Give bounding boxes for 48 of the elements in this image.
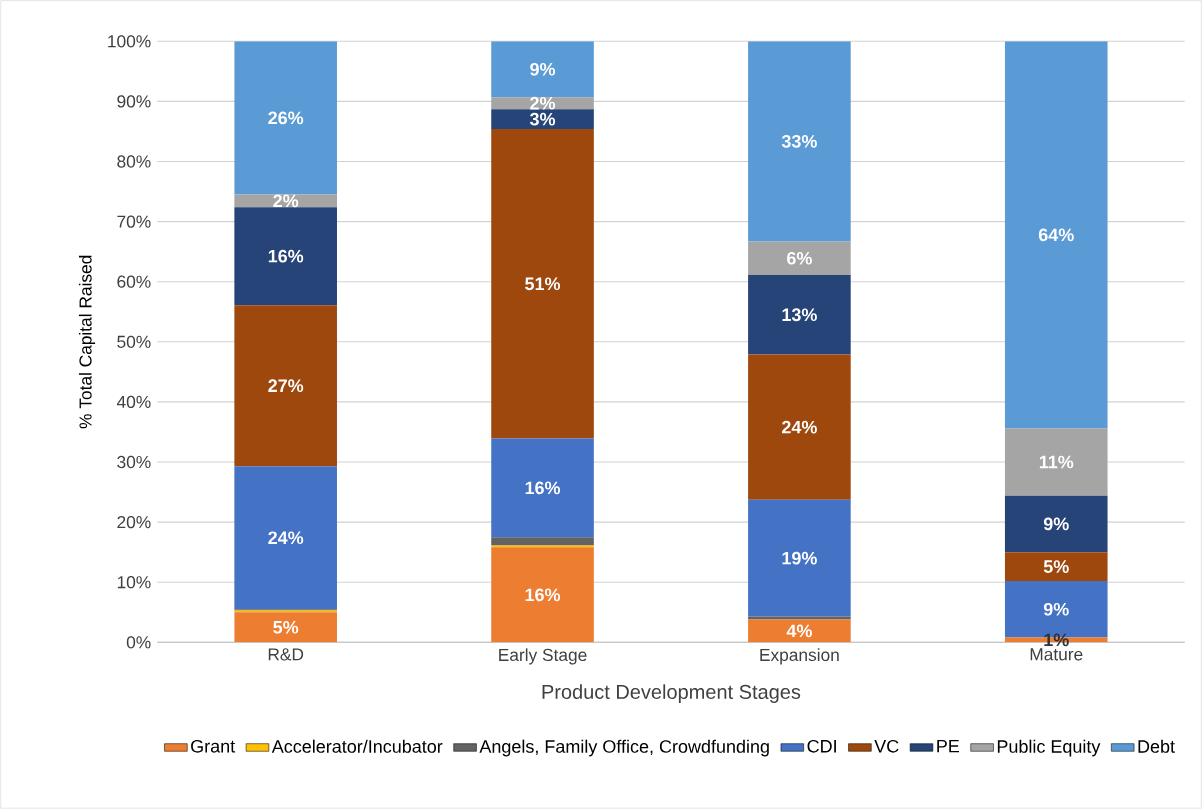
data-label: 9% [1043,602,1069,616]
data-label: 33% [781,135,817,148]
data-label: 26% [268,111,304,125]
y-tick-label: 100% [108,35,151,48]
y-tick-label: 40% [116,395,151,409]
y-tick-label: 20% [117,516,151,529]
data-label: 4% [786,624,812,638]
data-label: 51% [525,277,561,291]
data-label: 16% [525,481,561,495]
legend-label: Angels, Family Office, Crowdfunding [479,739,769,757]
data-label: 16% [268,249,304,263]
x-axis-title: Product Development Stages [542,684,801,703]
y-tick-label: 80% [117,155,151,168]
data-label: 9% [1043,517,1069,531]
legend-label: Public Equity [997,739,1101,757]
data-label: 19% [782,551,817,565]
data-label: 5% [1043,560,1069,573]
legend-label: CDI [807,739,836,753]
data-label: 2% [530,96,556,110]
y-axis-title: % Total Capital Raised [78,255,96,429]
y-tick-label: 0% [126,636,151,649]
y-tick-label: 90% [117,95,151,108]
legend-label: Grant [191,739,236,753]
data-label: 27% [268,379,304,393]
data-label: 9% [530,62,556,76]
x-tick-label: Expansion [760,648,839,665]
legend-label: Debt [1138,739,1175,753]
data-label: 64% [1038,228,1074,242]
data-label: 3% [529,112,556,126]
legend-label: Accelerator/Incubator [271,739,443,753]
data-label: 2% [273,194,299,208]
x-tick-label: Mature [1030,648,1083,661]
x-tick-label: Early Stage [499,648,587,665]
y-tick-label: 10% [117,576,151,589]
x-tick-label: R&D [268,648,304,661]
data-label: 24% [268,531,304,545]
data-label: 16% [525,588,561,602]
data-label: 5% [273,620,299,634]
legend-label: PE [937,740,960,753]
y-tick-label: 60% [117,275,151,288]
legend-label: VC [874,739,899,753]
y-tick-label: 70% [117,215,151,228]
data-label: 24% [782,420,817,434]
y-tick-label: 50% [117,335,151,348]
y-tick-label: 30% [117,455,151,469]
data-label: 11% [1039,455,1074,469]
data-label: 13% [782,308,817,322]
data-label: 6% [787,251,812,265]
